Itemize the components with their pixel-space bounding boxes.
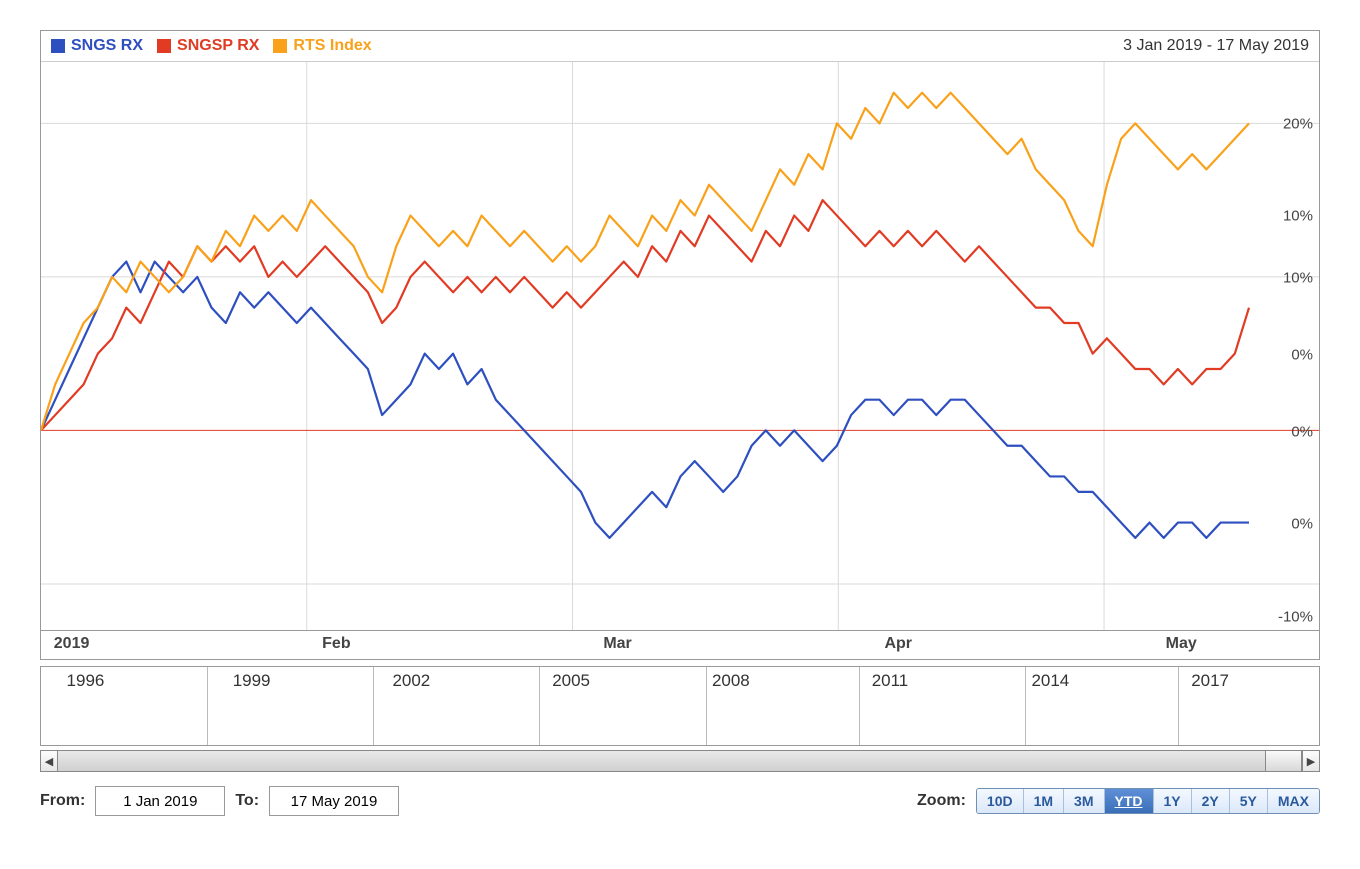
navigator-year-label: 2008 [712, 671, 750, 691]
y-tick-label: 0% [1291, 516, 1313, 533]
chart-box: SNGS RX SNGSP RX RTS Index 3 Jan 2019 - 17… [40, 30, 1320, 660]
scroll-thumb[interactable] [1265, 751, 1302, 771]
navigator-divider [539, 667, 540, 745]
x-tick-label: Apr [884, 635, 912, 653]
legend-swatch [273, 39, 287, 53]
legend-label: RTS Index [293, 37, 371, 55]
plot-area[interactable]: 20% 10% 10% 0% 0% 0% -10% [41, 61, 1319, 631]
legend-label: SNGSP RX [177, 37, 259, 55]
y-tick-label: 10% [1283, 269, 1313, 286]
series-line [41, 200, 1249, 430]
zoom-button-10d[interactable]: 10D [977, 789, 1024, 813]
scroll-right-arrow[interactable]: ▶ [1302, 750, 1320, 772]
date-range-label: 3 Jan 2019 - 17 May 2019 [1123, 37, 1309, 55]
navigator-year-label: 2011 [872, 671, 909, 691]
to-label: To: [235, 792, 259, 810]
series-line [41, 262, 1249, 538]
to-date-input[interactable] [269, 786, 399, 816]
navigator-year-label: 2014 [1031, 671, 1069, 691]
controls-row: From: To: Zoom: 10D1M3MYTD1Y2Y5YMAX [40, 786, 1320, 816]
x-axis: 2019 Feb Mar Apr May [41, 631, 1319, 659]
navigator-divider [859, 667, 860, 745]
zoom-button-2y[interactable]: 2Y [1192, 789, 1230, 813]
legend-item[interactable]: SNGSP RX [157, 37, 259, 55]
navigator-year-label: 2002 [392, 671, 430, 691]
zoom-button-max[interactable]: MAX [1268, 789, 1319, 813]
legend-swatch [51, 39, 65, 53]
navigator-divider [706, 667, 707, 745]
y-tick-label: 10% [1283, 208, 1313, 225]
from-label: From: [40, 792, 85, 810]
legend-swatch [157, 39, 171, 53]
navigator-year-label: 2005 [552, 671, 590, 691]
navigator[interactable]: 1996 1999 2002 2005 2008 2011 2014 2017 [40, 666, 1320, 746]
navigator-divider [207, 667, 208, 745]
y-tick-label: 0% [1291, 423, 1313, 440]
legend-item[interactable]: SNGS RX [51, 37, 143, 55]
zoom-controls: Zoom: 10D1M3MYTD1Y2Y5YMAX [917, 788, 1320, 814]
zoom-button-5y[interactable]: 5Y [1230, 789, 1268, 813]
scrollbar[interactable]: ◀ ▶ [40, 750, 1320, 772]
scroll-left-arrow[interactable]: ◀ [40, 750, 58, 772]
zoom-button-ytd[interactable]: YTD [1105, 789, 1154, 813]
x-tick-label: Feb [322, 635, 350, 653]
from-date-input[interactable] [95, 786, 225, 816]
legend-item[interactable]: RTS Index [273, 37, 371, 55]
plot-svg [41, 62, 1319, 630]
zoom-button-group: 10D1M3MYTD1Y2Y5YMAX [976, 788, 1320, 814]
navigator-divider [1178, 667, 1179, 745]
y-tick-label: -10% [1278, 608, 1313, 625]
chart-header: SNGS RX SNGSP RX RTS Index 3 Jan 2019 - 17… [41, 31, 1319, 61]
scroll-track[interactable] [58, 750, 1302, 772]
zoom-button-3m[interactable]: 3M [1064, 789, 1104, 813]
x-tick-label: 2019 [54, 635, 90, 653]
navigator-divider [373, 667, 374, 745]
navigator-year-label: 1996 [67, 671, 105, 691]
legend: SNGS RX SNGSP RX RTS Index [51, 37, 372, 55]
navigator-divider [1025, 667, 1026, 745]
zoom-button-1m[interactable]: 1M [1024, 789, 1064, 813]
date-controls: From: To: [40, 786, 399, 816]
x-tick-label: Mar [603, 635, 631, 653]
x-tick-label: May [1166, 635, 1197, 653]
zoom-button-1y[interactable]: 1Y [1154, 789, 1192, 813]
navigator-year-label: 2017 [1191, 671, 1229, 691]
zoom-label: Zoom: [917, 792, 966, 810]
navigator-year-label: 1999 [233, 671, 271, 691]
y-tick-label: 20% [1283, 115, 1313, 132]
legend-label: SNGS RX [71, 37, 143, 55]
y-tick-label: 0% [1291, 346, 1313, 363]
stock-chart-widget: SNGS RX SNGSP RX RTS Index 3 Jan 2019 - 17… [40, 30, 1320, 816]
